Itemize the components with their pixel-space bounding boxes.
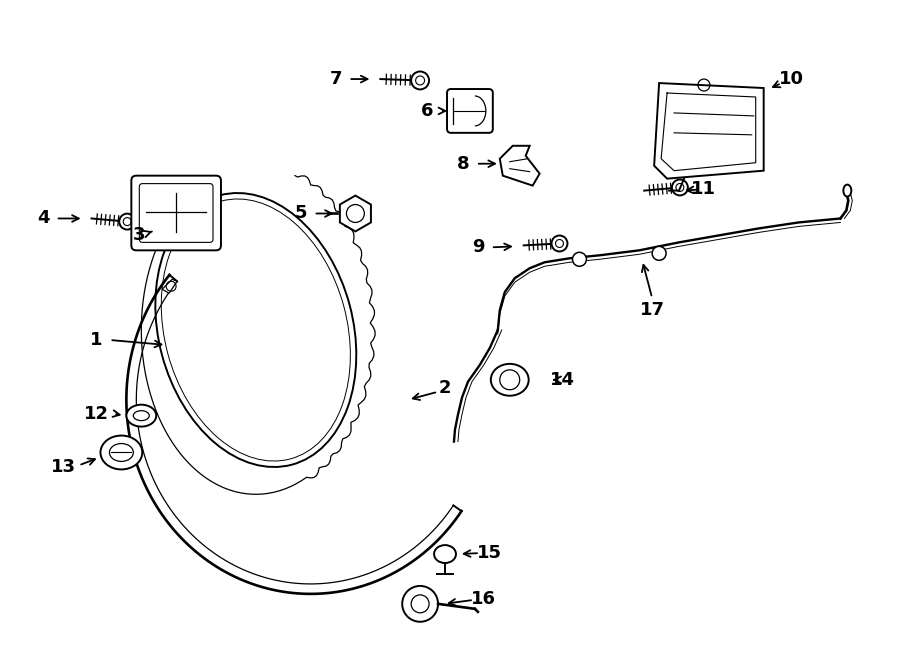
Text: 1: 1 [90,331,103,349]
Text: 8: 8 [456,155,469,173]
Text: 12: 12 [84,404,109,422]
Circle shape [652,246,666,260]
Text: 15: 15 [477,544,502,562]
Text: 9: 9 [472,238,484,256]
Text: 11: 11 [691,179,716,197]
Polygon shape [500,146,540,185]
Circle shape [572,252,587,266]
Circle shape [411,71,429,89]
FancyBboxPatch shape [447,89,493,133]
Text: 17: 17 [640,301,664,319]
Ellipse shape [101,436,142,469]
Ellipse shape [843,185,851,197]
Polygon shape [162,279,177,293]
Text: 2: 2 [439,379,451,397]
Text: 7: 7 [330,70,343,88]
Circle shape [402,586,438,622]
Polygon shape [654,83,764,179]
Text: 5: 5 [294,205,307,222]
Text: 16: 16 [472,590,497,608]
Ellipse shape [434,545,456,563]
Text: 13: 13 [51,458,76,477]
Circle shape [120,214,135,230]
Ellipse shape [156,193,356,467]
Text: 4: 4 [38,209,50,228]
Text: 10: 10 [779,70,804,88]
Polygon shape [340,195,371,232]
Ellipse shape [491,364,528,396]
Text: 6: 6 [421,102,433,120]
Circle shape [672,179,688,195]
Circle shape [552,236,568,252]
Text: 3: 3 [133,226,146,244]
FancyBboxPatch shape [131,175,221,250]
Ellipse shape [126,404,157,426]
Text: 14: 14 [550,371,575,389]
